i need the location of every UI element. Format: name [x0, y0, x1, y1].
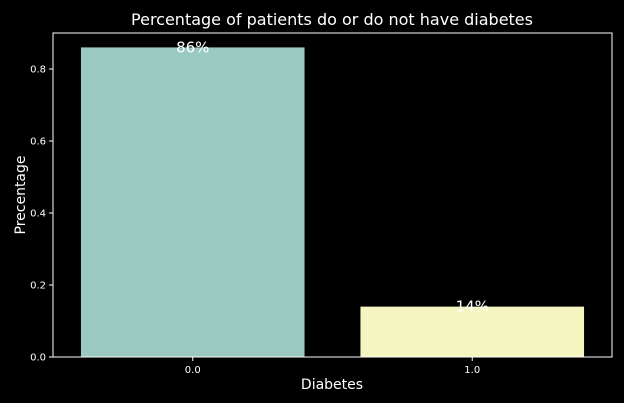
plot-frame: [52, 32, 613, 358]
y-tick-label: 0.4: [30, 209, 46, 220]
y-tick-label: 0.8: [30, 65, 46, 76]
x-tick-label: 1.0: [464, 365, 480, 376]
x-tick-label: 0.0: [185, 365, 201, 376]
bar-0.0: [80, 47, 305, 358]
y-tick-label: 0.2: [30, 281, 46, 292]
plot-area: 86% 0.0 14% 1.0 0.0 0.2 0.4 0.6 0.8: [30, 32, 613, 376]
bar-data-label: 86%: [176, 38, 209, 56]
chart-title: Percentage of patients do or do not have…: [131, 10, 533, 29]
y-tick-label: 0.6: [30, 137, 46, 148]
y-tick-label: 0.0: [30, 353, 46, 364]
bar-data-label: 14%: [456, 298, 489, 316]
bar-1.0: [360, 306, 585, 357]
y-axis-label: Precentage: [13, 155, 29, 234]
x-axis-label: Diabetes: [301, 377, 363, 393]
